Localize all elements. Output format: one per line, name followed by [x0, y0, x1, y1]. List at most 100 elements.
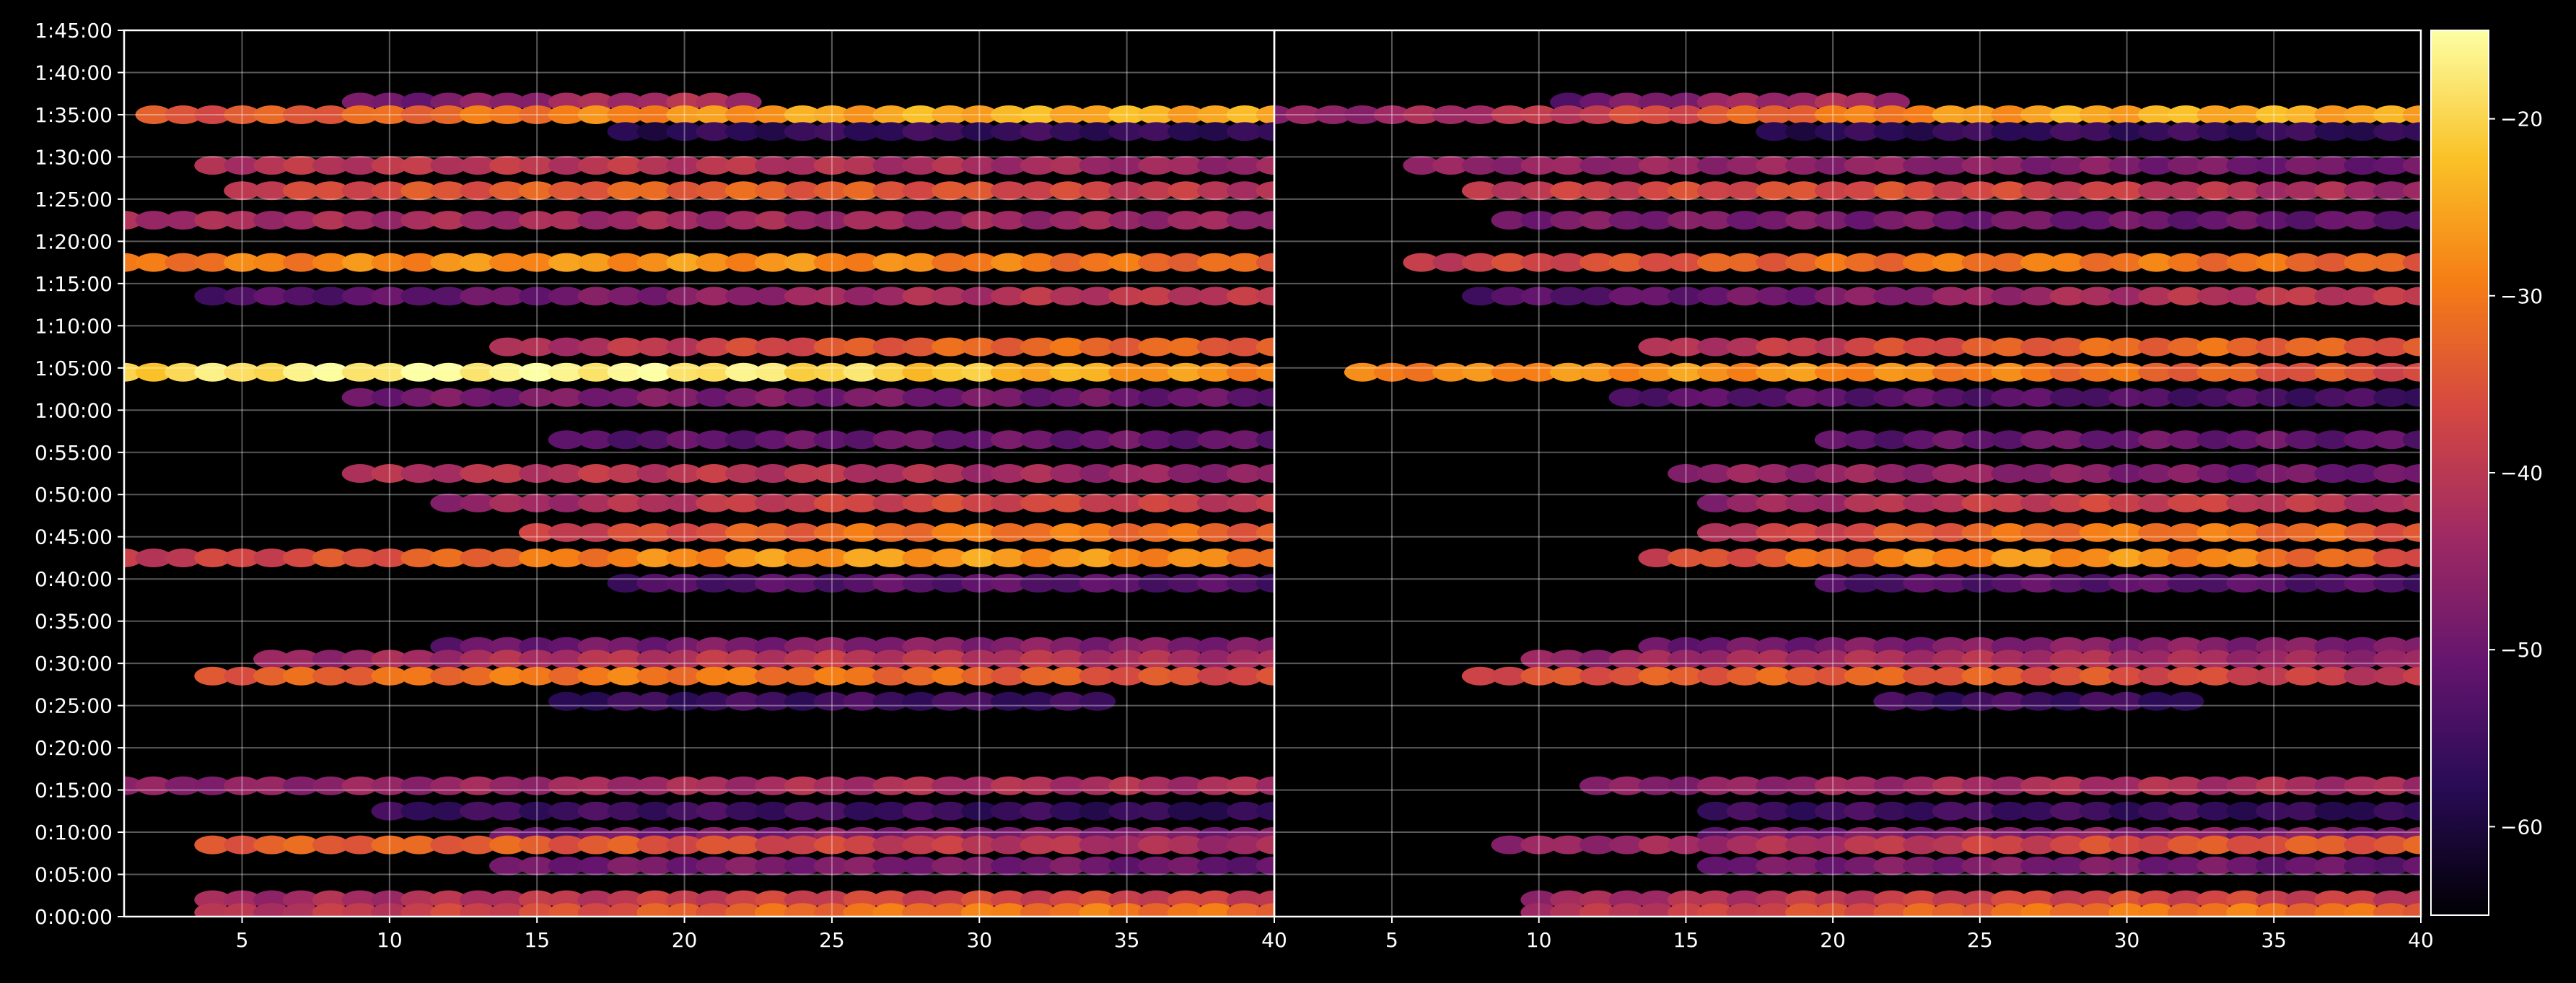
heat-cell [1932, 430, 1969, 450]
heat-cell [2079, 287, 2116, 306]
heat-cell [1756, 523, 1792, 542]
heat-cell [2402, 523, 2421, 542]
heat-cell [2373, 666, 2410, 686]
heat-cell [1814, 856, 1852, 875]
heat-cell [400, 776, 437, 795]
heat-cell [1226, 650, 1263, 669]
heat-cell [2167, 650, 2204, 669]
heat-cell [2344, 287, 2380, 306]
y-tick-label: 0:50:00 [35, 483, 113, 507]
heat-cell [1197, 493, 1234, 512]
heat-cell [165, 362, 201, 382]
heat-cell [990, 574, 1028, 593]
heat-cell [577, 666, 615, 686]
heat-cell [1315, 105, 1351, 124]
heat-cell [2226, 903, 2263, 917]
heat-cell [1726, 650, 1764, 669]
heat-cell [548, 105, 585, 124]
heat-cell [1903, 574, 1940, 593]
heat-cell [194, 776, 231, 795]
heat-cell [666, 362, 703, 382]
heat-cell [636, 549, 673, 567]
heat-cell [636, 574, 673, 593]
heat-cell [2344, 362, 2380, 382]
heat-cell [932, 337, 968, 357]
heat-cell [2344, 574, 2380, 593]
heat-cell [843, 835, 880, 855]
heat-cell [1197, 903, 1234, 917]
heat-cell [607, 156, 644, 175]
heat-cell [1991, 105, 2028, 124]
heat-cell [460, 156, 496, 175]
heat-cell [371, 549, 408, 567]
heat-cell [2079, 122, 2116, 141]
heat-cell [1256, 105, 1274, 124]
heat-cell [2373, 776, 2410, 795]
heat-cell [1256, 430, 1274, 450]
heat-cell [548, 903, 585, 917]
heat-cell [2256, 801, 2292, 821]
heat-cell [1520, 650, 1557, 669]
x-tick-label: 20 [1820, 928, 1846, 952]
heat-cell [1344, 105, 1381, 124]
heat-cell [1873, 903, 1910, 917]
heat-cell [2138, 835, 2175, 855]
heat-cell [932, 388, 968, 407]
heat-cell [754, 181, 792, 201]
heat-cell [2138, 776, 2175, 795]
heat-cell [2079, 801, 2116, 821]
heat-cell [548, 801, 585, 821]
heat-cell [961, 856, 998, 875]
heat-cell [696, 464, 732, 483]
heat-cell [2314, 493, 2352, 512]
heat-cell [2020, 549, 2057, 567]
heat-cell [194, 549, 231, 567]
heat-cell [460, 801, 496, 821]
heat-cell [460, 105, 496, 124]
heat-cell [430, 388, 467, 407]
heat-cell [1814, 181, 1852, 201]
heat-cell [902, 835, 939, 855]
heat-cell [932, 650, 968, 669]
heat-cell [135, 776, 172, 795]
heat-cell [990, 903, 1028, 917]
heat-cell [990, 523, 1028, 542]
heat-cell [1520, 181, 1557, 201]
heat-cell [224, 549, 260, 567]
heat-cell [1932, 464, 1969, 483]
heat-cell [1696, 549, 1734, 567]
heat-cell [754, 253, 792, 272]
heat-cell [902, 691, 939, 711]
heat-cell [1403, 253, 1440, 272]
heat-cell [2196, 156, 2234, 175]
heat-cell [607, 253, 644, 272]
heat-cell [1579, 666, 1616, 686]
heat-cell [1844, 388, 1881, 407]
heat-cell [1256, 287, 1274, 306]
heat-cell [1256, 122, 1274, 141]
heat-cell [2079, 362, 2116, 382]
heat-cell [1814, 211, 1852, 230]
heat-cell [2226, 856, 2263, 875]
x-axis: 5 10 15 20 25 30 35 40 [1385, 917, 2434, 952]
heat-cell [282, 362, 320, 382]
heat-cell [607, 549, 644, 567]
heat-cell [1608, 156, 1646, 175]
heat-cell [1873, 181, 1910, 201]
heat-cell [2167, 801, 2204, 821]
heat-cell [312, 776, 349, 795]
x-tick-label: 5 [236, 928, 249, 952]
heat-cell [725, 691, 762, 711]
heat-cell [902, 181, 939, 201]
heat-cell [2256, 287, 2292, 306]
heat-cell [872, 903, 909, 917]
heat-cell [1961, 464, 1999, 483]
heat-cell [2020, 574, 2057, 593]
heat-cell [872, 650, 909, 669]
heat-cell [784, 776, 821, 795]
heat-cell [1785, 122, 1822, 141]
heat-cell [1608, 388, 1646, 407]
heat-cell [2167, 362, 2204, 382]
heat-cell [1932, 776, 1969, 795]
heat-cell [1079, 493, 1116, 512]
